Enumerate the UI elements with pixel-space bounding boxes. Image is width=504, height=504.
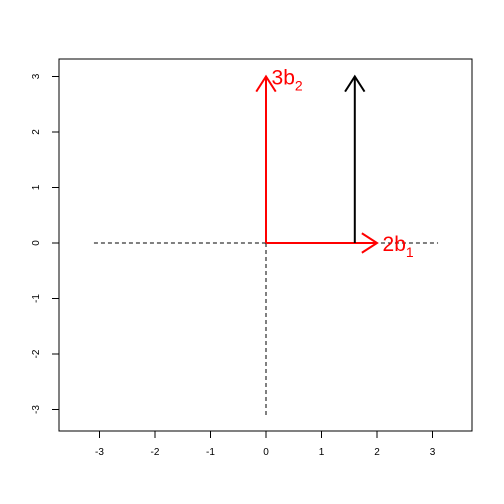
- vector-2b1-label: 2b1: [383, 233, 414, 260]
- y-tick-label: -2: [31, 349, 42, 358]
- x-axis: -3 -2 -1 0 1 2 3: [95, 431, 436, 458]
- vector-3b2-label-main: 3b: [272, 67, 295, 90]
- vector-labels: 2b1 3b2: [272, 67, 414, 261]
- x-tick-label: -3: [95, 447, 104, 458]
- y-tick-label: -3: [31, 405, 42, 414]
- vector-2b1: [266, 232, 379, 254]
- x-tick-label: 0: [263, 447, 269, 458]
- vector-3b2: [255, 74, 277, 243]
- x-tick-label: 2: [374, 447, 380, 458]
- vector-3b2-arrowhead: [255, 74, 277, 93]
- x-tick-label: -1: [206, 447, 215, 458]
- vectors: [255, 74, 379, 254]
- y-tick-label: 2: [31, 129, 42, 135]
- vector-black: [344, 74, 366, 243]
- vector-3b2-label: 3b2: [272, 67, 303, 94]
- vector-2b1-label-main: 2b: [383, 233, 406, 256]
- y-axis: -3 -2 -1 0 1 2 3: [31, 73, 59, 414]
- y-tick-label: 1: [31, 184, 42, 190]
- vector-2b1-label-subscript: 1: [406, 244, 414, 260]
- y-tick-label: 3: [31, 73, 42, 79]
- vector-2b1-arrowhead: [361, 232, 379, 254]
- x-tick-label: 3: [430, 447, 436, 458]
- y-tick-label: -1: [31, 294, 42, 303]
- reference-lines: [93, 242, 439, 416]
- vector-3b2-label-subscript: 2: [295, 78, 303, 94]
- vector-black-arrowhead: [344, 74, 366, 93]
- x-tick-label: 1: [319, 447, 325, 458]
- x-tick-label: -2: [151, 447, 160, 458]
- y-tick-label: 0: [31, 240, 42, 246]
